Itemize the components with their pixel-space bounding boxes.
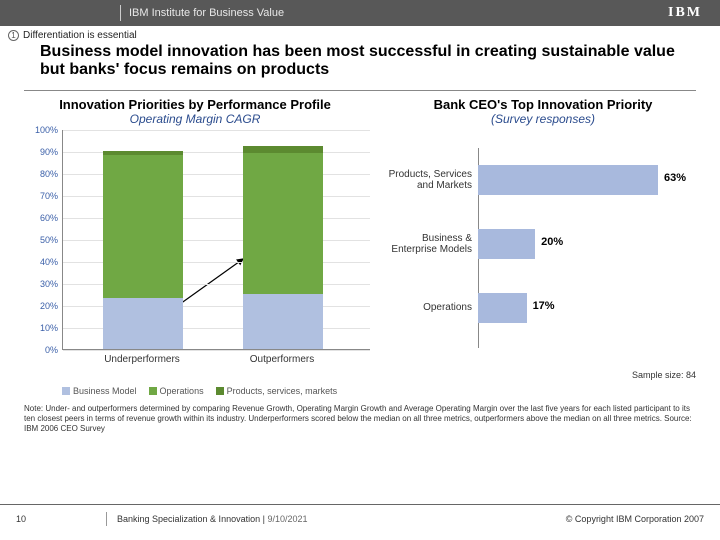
right-chart-title: Bank CEO's Top Innovation Priority [386,95,700,112]
legend-swatch [149,387,157,395]
page-number: 10 [16,514,106,524]
plot-area [62,130,370,350]
bar-segment [103,155,183,298]
hbar-track: 20% [478,229,700,259]
y-tick-label: 30% [26,279,58,289]
footnote: Note: Under- and outperformers determine… [0,396,720,434]
left-chart-subtitle: Operating Margin CAGR [20,112,370,130]
bar-segment [243,146,323,153]
right-chart: Bank CEO's Top Innovation Priority (Surv… [386,95,700,396]
left-chart-legend: Business Model Operations Products, servic… [20,380,370,396]
y-tick-label: 100% [26,125,58,135]
legend-swatch [216,387,224,395]
hbar-value: 63% [664,172,686,184]
bar-segment [243,153,323,294]
hbar [478,165,658,195]
hbar-track: 63% [478,165,700,195]
y-axis: 0%10%20%30%40%50%60%70%80%90%100% [26,130,60,350]
footer: 10 Banking Specialization & Innovation |… [0,504,720,540]
eyebrow-text: Differentiation is essential [23,30,137,41]
category-label: Underperformers [92,354,192,365]
sample-size-label: Sample size: 84 [632,370,696,380]
bar-segment [243,294,323,349]
bar-segment [103,298,183,349]
hbar [478,229,535,259]
stacked-bar [103,151,183,349]
hbar-row: Products, Services and Markets 63% [386,148,700,212]
y-tick-label: 20% [26,301,58,311]
legend-label: Business Model [73,386,137,396]
hbar-value: 17% [533,300,555,312]
institute-name: IBM Institute for Business Value [129,7,284,19]
stacked-bar [243,146,323,348]
gridline [63,130,370,131]
ibm-logo: IBM [668,5,702,21]
y-tick-label: 50% [26,235,58,245]
hbar [478,293,527,323]
hbar-label: Products, Services and Markets [386,169,478,191]
footer-separator [106,512,107,526]
hbar-value: 20% [541,236,563,248]
y-tick-label: 60% [26,213,58,223]
hbar-row: Operations 17% [386,276,700,340]
left-chart-title: Innovation Priorities by Performance Pro… [20,95,370,112]
hbar-row: Business & Enterprise Models 20% [386,212,700,276]
footer-doc-title: Banking Specialization & Innovation [117,514,260,524]
hbar-plot: Products, Services and Markets 63% Busines… [386,148,700,378]
y-tick-label: 80% [26,169,58,179]
header-bar: IBM Institute for Business Value IBM [0,0,720,26]
hbar-label: Business & Enterprise Models [386,233,478,255]
y-tick-label: 0% [26,345,58,355]
right-chart-subtitle: (Survey responses) [386,112,700,130]
stacked-bar-plot: 0%10%20%30%40%50%60%70%80%90%100% Underp… [26,130,370,380]
page-title: Business model innovation has been most … [0,41,720,84]
y-tick-label: 90% [26,147,58,157]
hbar-track: 17% [478,293,700,323]
legend-item: Business Model [62,386,137,396]
hbar-label: Operations [386,302,478,313]
eyebrow-row: 1 Differentiation is essential [0,26,720,41]
legend-item: Operations [149,386,204,396]
y-tick-label: 10% [26,323,58,333]
copyright: © Copyright IBM Corporation 2007 [566,514,704,524]
section-number-icon: 1 [8,30,19,41]
charts-row: Innovation Priorities by Performance Pro… [0,95,720,396]
gridline [63,350,370,351]
left-chart: Innovation Priorities by Performance Pro… [20,95,370,396]
legend-label: Operations [160,386,204,396]
legend-label: Products, services, markets [227,386,338,396]
footer-center: Banking Specialization & Innovation | 9/… [117,514,566,524]
title-rule [24,90,696,91]
legend-swatch [62,387,70,395]
y-tick-label: 70% [26,191,58,201]
footer-date: 9/10/2021 [267,514,307,524]
header-separator [120,5,121,21]
y-tick-label: 40% [26,257,58,267]
category-label: Outperformers [232,354,332,365]
legend-item: Products, services, markets [216,386,338,396]
